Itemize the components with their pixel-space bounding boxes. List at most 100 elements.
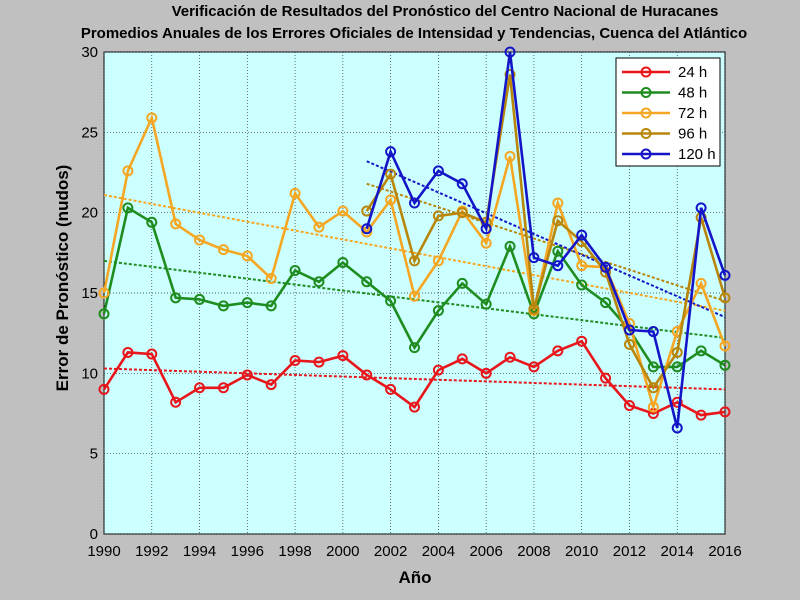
data-point (122, 202, 134, 214)
data-point (194, 382, 206, 394)
data-point (647, 382, 659, 394)
data-point (289, 354, 301, 366)
data-point (217, 300, 229, 312)
data-point (480, 223, 492, 235)
data-point (480, 298, 492, 310)
legend-label: 72 h (678, 105, 707, 122)
data-point (552, 245, 564, 257)
data-point (337, 256, 349, 268)
x-tick-label: 2002 (374, 543, 407, 560)
x-tick-label: 2012 (613, 543, 646, 560)
data-point (719, 359, 731, 371)
data-point (170, 292, 182, 304)
data-point (337, 350, 349, 362)
data-point (671, 361, 683, 373)
data-point (528, 361, 540, 373)
legend-swatch-marker (640, 66, 652, 78)
data-point (241, 297, 253, 309)
data-point (432, 305, 444, 317)
data-point (217, 244, 229, 256)
y-tick-label: 5 (90, 446, 98, 463)
data-point (671, 346, 683, 358)
x-tick-label: 1996 (231, 543, 264, 560)
data-point (385, 295, 397, 307)
data-point (170, 218, 182, 230)
data-point (719, 269, 731, 281)
data-point (313, 221, 325, 233)
data-point (409, 401, 420, 413)
data-point (480, 237, 492, 249)
data-point (719, 292, 731, 304)
x-axis-label: Año (398, 568, 431, 587)
x-tick-label: 1990 (87, 543, 120, 560)
x-tick-label: 2010 (565, 543, 598, 560)
data-point (122, 165, 134, 177)
data-point (98, 308, 110, 320)
data-point (504, 68, 516, 80)
data-point (456, 207, 468, 219)
trend-line (103, 194, 726, 312)
data-point (361, 369, 373, 381)
data-point (504, 46, 516, 58)
legend-item: 48 h (622, 85, 707, 102)
data-point (361, 276, 373, 288)
data-point (456, 178, 468, 190)
data-point (528, 303, 540, 315)
data-point (146, 216, 158, 228)
data-point (265, 379, 277, 391)
data-point (170, 396, 182, 408)
data-point (241, 250, 253, 262)
data-point (695, 345, 707, 357)
data-point (623, 399, 635, 411)
legend-label: 96 h (678, 126, 707, 143)
data-point (504, 150, 516, 162)
trend-line (103, 367, 726, 391)
data-point (361, 223, 373, 235)
data-point (289, 265, 301, 277)
y-tick-label: 10 (81, 365, 98, 382)
data-point (432, 255, 444, 267)
data-point (289, 187, 301, 199)
data-point (504, 240, 516, 252)
data-point (432, 364, 444, 376)
data-point (194, 293, 206, 305)
data-point (98, 383, 110, 395)
data-point (552, 197, 564, 209)
x-tick-label: 2000 (326, 543, 359, 560)
data-point (552, 345, 564, 357)
trend-line (103, 259, 726, 339)
x-tick-label: 2014 (661, 543, 694, 560)
data-point (671, 422, 683, 434)
data-point (409, 290, 420, 302)
data-point (456, 353, 468, 365)
data-point (313, 276, 325, 288)
data-point (98, 287, 110, 299)
data-point (409, 197, 420, 209)
chart-subtitle: Promedios Anuales de los Errores Oficial… (81, 25, 747, 42)
x-tick-label: 2016 (708, 543, 741, 560)
data-point (409, 342, 420, 354)
data-point (623, 338, 635, 350)
series-line (365, 74, 727, 391)
x-tick-label: 2008 (517, 543, 550, 560)
x-tick-label: 1992 (135, 543, 168, 560)
data-point (576, 279, 588, 291)
data-point (432, 210, 444, 222)
series-lines (98, 46, 731, 434)
data-point (337, 205, 349, 217)
tick-labels: 1990 1992 1994 1996 1998 2000 2002 2004 2006 2008… (81, 44, 741, 560)
chart-title: Verificación de Resultados del Pronóstic… (172, 3, 719, 20)
legend-swatch-marker (640, 128, 652, 139)
data-point (623, 324, 635, 336)
data-point (432, 165, 444, 177)
data-point (409, 255, 420, 267)
data-point (576, 260, 588, 272)
y-tick-label: 25 (81, 124, 98, 141)
y-tick-label: 15 (81, 285, 98, 302)
data-point (528, 252, 540, 264)
x-tick-label: 2006 (469, 543, 502, 560)
data-point (504, 351, 516, 363)
series-line (102, 113, 727, 412)
data-point (385, 194, 397, 206)
